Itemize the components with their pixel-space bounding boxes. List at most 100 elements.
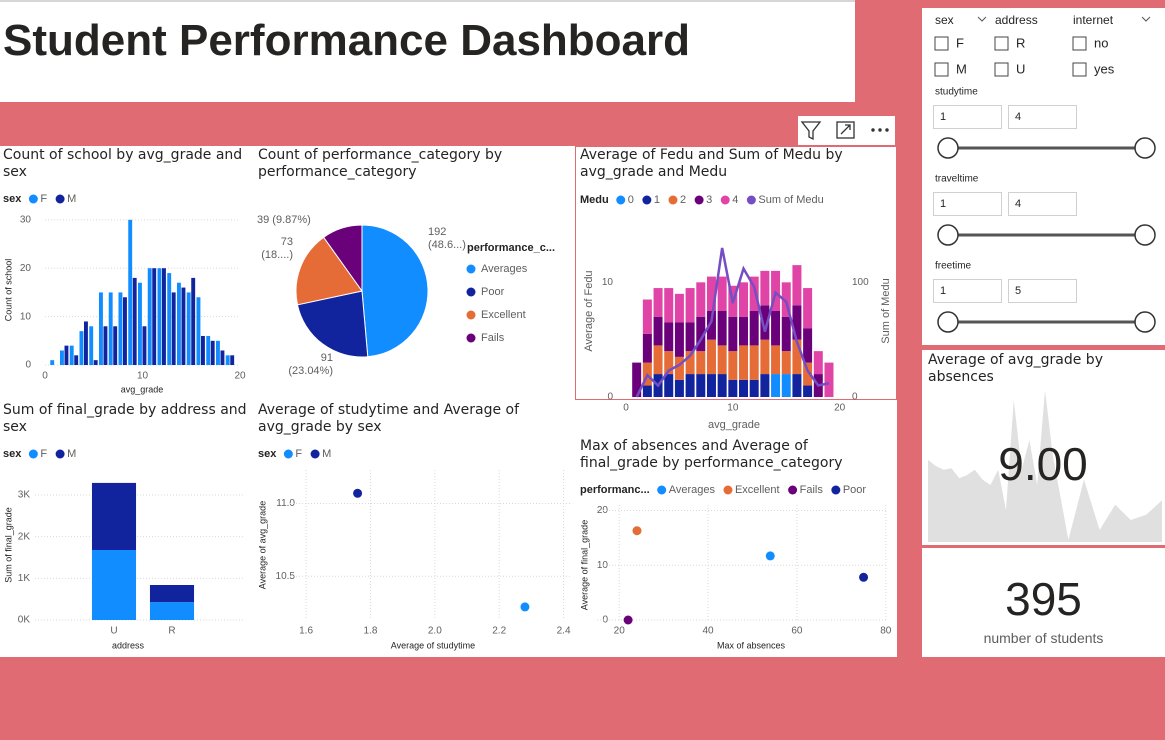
bar (171, 292, 176, 365)
bar-segment (664, 322, 674, 352)
pie-slice (295, 236, 363, 306)
checkbox[interactable] (934, 36, 949, 51)
bar-segment (728, 379, 738, 397)
bar-segment (696, 282, 706, 317)
bar-segment (749, 276, 759, 311)
bar-segment (642, 333, 652, 363)
bar (191, 277, 196, 365)
checkbox[interactable] (1072, 36, 1087, 51)
bar-segment (664, 351, 674, 375)
bar-segment (91, 550, 137, 620)
slicer-chevron[interactable] (977, 16, 1151, 22)
bar (113, 326, 118, 365)
range-max[interactable]: 5 (1008, 279, 1077, 303)
x-tick-label: 80 (880, 626, 892, 637)
range-handle[interactable] (937, 137, 959, 159)
y-axis-label: Average of Fedu (583, 270, 595, 351)
legend-title: performance_c... (467, 242, 555, 254)
filter-icon[interactable] (800, 121, 822, 141)
range-min[interactable]: 1 (933, 105, 1002, 129)
x-axis-label: Average of studytime (391, 640, 475, 650)
chart-title: Average of avg_grade by absences (928, 352, 1103, 385)
bar-segment (632, 362, 642, 397)
bar-segment (696, 374, 706, 397)
bar-segment (664, 288, 674, 323)
bar (108, 292, 113, 365)
more-dot[interactable] (878, 128, 882, 132)
bar (84, 321, 88, 365)
x-tick-label: 0 (42, 371, 48, 382)
bar (152, 268, 157, 365)
bar (230, 355, 235, 365)
legend-marker (720, 195, 730, 205)
bar (128, 219, 133, 365)
more-dot[interactable] (885, 128, 889, 132)
x-tick-label: 10 (137, 371, 149, 382)
y-tick-label: 2K (18, 531, 31, 542)
focus-icon[interactable] (836, 121, 855, 139)
bar-segment (760, 339, 770, 375)
area (928, 390, 1162, 542)
bar (99, 292, 103, 365)
chart-title: Average of Fedu and Sum of Medu by avg_g… (580, 147, 843, 180)
range-handle[interactable] (1134, 137, 1156, 159)
legend-marker (723, 485, 733, 495)
checkbox[interactable] (1072, 62, 1087, 77)
data-label: 73 (18....) (261, 236, 293, 261)
y-tick-label: 30 (20, 214, 32, 225)
bar-segment (706, 339, 716, 375)
bar-segment (749, 345, 759, 380)
bar (74, 355, 79, 365)
checkbox[interactable] (994, 62, 1009, 77)
x-tick-label: 0 (623, 403, 629, 414)
range-max[interactable]: 4 (1008, 105, 1077, 129)
legend-marker (694, 195, 704, 205)
x-tick-label: U (110, 626, 117, 637)
visual-toolbar (798, 116, 895, 145)
checkbox-label: yes (1094, 61, 1115, 76)
bar (147, 268, 152, 365)
range-min[interactable]: 1 (933, 192, 1002, 216)
bar-segment (674, 379, 684, 397)
legend-label: Excellent (735, 484, 780, 496)
range-handle[interactable] (1134, 224, 1156, 246)
x-tick-label: 20 (234, 371, 246, 382)
range-handle[interactable] (1134, 311, 1156, 333)
chart-title: Count of school by avg_grade and sex (3, 147, 243, 180)
more-dot[interactable] (871, 128, 875, 132)
y-axis-label: Sum of final_grade (3, 507, 13, 583)
range-handle[interactable] (937, 224, 959, 246)
legend-label: 3 (706, 194, 712, 206)
bar-segment (739, 345, 749, 380)
bar-segment (803, 385, 813, 397)
bar-segment (728, 316, 738, 352)
pie-slice (361, 224, 429, 358)
y-axis-label: Average of final_grade (579, 520, 589, 610)
legend-marker (310, 449, 320, 459)
bar-segment (706, 311, 716, 340)
bar (162, 268, 166, 365)
bar-segment (717, 311, 727, 346)
bar-segment (91, 482, 137, 550)
bar-segment (803, 328, 813, 363)
y-tick-label: 1K (18, 573, 31, 584)
legend-marker (28, 194, 38, 204)
y2-axis-label: Sum of Medu (880, 278, 892, 343)
bar (132, 277, 137, 365)
legend-marker (788, 485, 798, 495)
legend-marker (642, 195, 652, 205)
checkbox[interactable] (994, 36, 1009, 51)
y-tick-label: 3K (18, 490, 31, 501)
legend-marker (283, 449, 293, 459)
range-min[interactable]: 1 (933, 279, 1002, 303)
toolbar-icons (800, 121, 889, 141)
y-tick-label: 0 (25, 360, 31, 371)
legend-marker (657, 485, 667, 495)
bar-segment (706, 374, 716, 397)
range-handle[interactable] (937, 311, 959, 333)
bar (69, 345, 74, 365)
checkbox[interactable] (934, 62, 949, 77)
legend-marker (466, 287, 476, 297)
legend-label: F (40, 193, 47, 205)
range-max[interactable]: 4 (1008, 192, 1077, 216)
